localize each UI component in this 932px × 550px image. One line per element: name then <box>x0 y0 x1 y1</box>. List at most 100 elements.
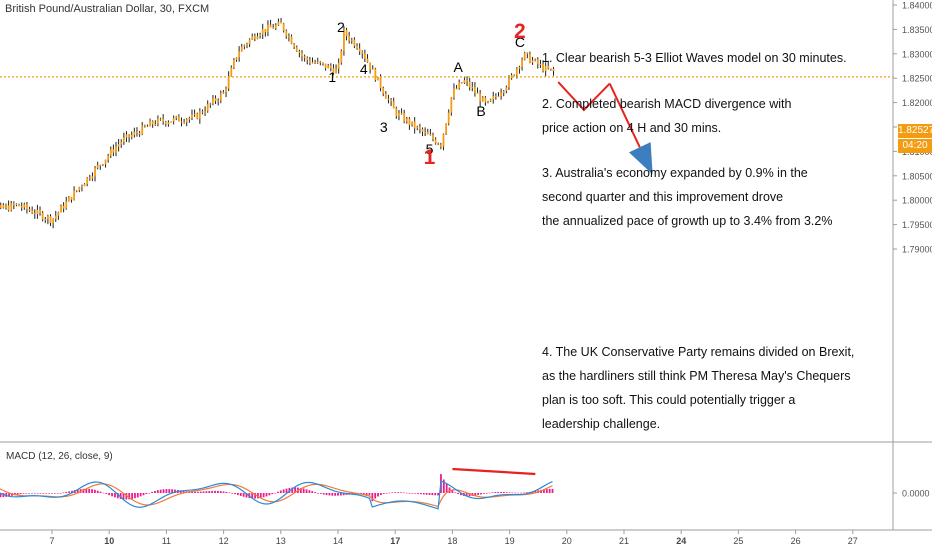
candle-body <box>529 53 531 63</box>
y-tick-label: 1.80000 <box>902 196 932 206</box>
candle-body <box>544 65 547 71</box>
candle-body <box>120 141 123 145</box>
candle-body <box>0 204 2 208</box>
candle-body <box>10 203 13 211</box>
wave-label: 5 <box>425 140 434 157</box>
candle-body <box>398 113 400 117</box>
candle-body <box>125 134 128 138</box>
candle-body <box>115 146 117 153</box>
macd-histogram-bar <box>305 489 308 493</box>
candle-body <box>513 75 516 77</box>
candle-body <box>104 159 107 165</box>
macd-histogram-bar <box>339 493 342 496</box>
candle-body <box>476 92 479 94</box>
candle-body <box>177 116 180 122</box>
candle-body <box>227 76 230 89</box>
y-tick-label: 1.80500 <box>902 171 932 181</box>
candle-body <box>518 67 521 69</box>
macd-histogram-bar <box>94 489 96 493</box>
candle-body <box>382 88 385 94</box>
macd-histogram-bar <box>128 493 131 500</box>
macd-panel <box>0 467 554 510</box>
macd-histogram-bar <box>314 492 317 493</box>
note-4-line-2: as the hardliners still think PM Theresa… <box>542 369 851 383</box>
macd-histogram-bar <box>156 490 159 493</box>
macd-histogram-bar <box>19 493 22 495</box>
candle-body <box>526 52 529 54</box>
macd-histogram-bar <box>442 479 445 493</box>
candle-body <box>521 59 523 68</box>
candle-body <box>523 52 526 60</box>
candle-body <box>387 98 390 100</box>
candle-body <box>136 131 138 133</box>
macd-histogram-bar <box>111 493 113 497</box>
macd-histogram-bar <box>311 491 314 493</box>
macd-histogram-bar <box>477 493 480 496</box>
macd-histogram-bar <box>237 493 239 496</box>
macd-histogram-bar <box>205 491 208 493</box>
candle-body <box>345 29 348 37</box>
macd-title: MACD (12, 26, close, 9) <box>6 451 113 462</box>
candle-body <box>379 77 382 89</box>
candle-body <box>112 149 115 153</box>
candle-body <box>437 143 440 145</box>
macd-histogram-bar <box>385 493 388 494</box>
current-price-badge: 1.82527 <box>898 124 932 138</box>
candle-body <box>405 118 408 122</box>
candle-body <box>188 117 191 120</box>
candle-body <box>196 113 199 119</box>
x-tick-label: 11 <box>162 536 171 546</box>
macd-histogram-bar <box>371 493 374 502</box>
chart-overlays <box>0 76 893 175</box>
candle-body <box>329 65 332 69</box>
macd-histogram-bar <box>59 493 62 494</box>
candle-body <box>411 121 413 125</box>
candle-body <box>138 132 141 135</box>
candle-body <box>251 36 254 40</box>
candle-body <box>102 164 104 166</box>
candle-body <box>209 103 212 105</box>
macd-histogram-bar <box>405 492 408 494</box>
macd-histogram-bar <box>225 491 228 493</box>
candle-body <box>505 87 508 92</box>
candle-body <box>78 187 81 191</box>
macd-histogram-bar <box>45 493 48 494</box>
candle-body <box>60 205 62 213</box>
candle-body <box>88 177 91 179</box>
macd-histogram-bar <box>116 493 119 499</box>
x-tick-label: 14 <box>333 536 343 546</box>
macd-histogram-bar <box>91 489 93 493</box>
macd-histogram-bar <box>511 492 514 494</box>
macd-histogram-bar <box>68 491 71 493</box>
y-tick-label: 1.84000 <box>902 1 932 11</box>
macd-histogram-bar <box>119 493 122 499</box>
macd-histogram-bar <box>33 492 36 494</box>
x-tick-label: 20 <box>562 536 572 546</box>
macd-histogram-bar <box>268 493 271 496</box>
macd-histogram-bar <box>211 490 214 493</box>
wave-label-major: 1 <box>423 145 436 169</box>
candle-body <box>534 59 537 61</box>
macd-histogram-bar <box>299 487 302 493</box>
macd-histogram-bar <box>274 492 276 494</box>
macd-histogram-bar <box>420 493 422 495</box>
candle-body <box>481 97 484 102</box>
candle-body <box>392 101 395 109</box>
macd-histogram-bar <box>485 493 488 494</box>
candle-body <box>99 165 102 167</box>
macd-histogram-bar <box>342 493 345 496</box>
candle-body <box>49 216 52 223</box>
macd-histogram-bar <box>482 493 485 494</box>
macd-histogram-bar <box>434 493 437 496</box>
macd-histogram-bar <box>168 489 171 493</box>
candle-body <box>439 144 442 147</box>
y-tick-label: 1.82500 <box>902 74 932 84</box>
note-4-line-1: 4. The UK Conservative Party remains div… <box>542 345 855 359</box>
macd-histogram-bar <box>334 493 337 496</box>
candle-body <box>322 62 324 64</box>
macd-histogram-bar <box>245 493 248 498</box>
candle-body <box>230 67 233 77</box>
candle-body <box>384 93 387 99</box>
macd-histogram-bar <box>520 492 522 494</box>
candle-body <box>290 36 293 44</box>
